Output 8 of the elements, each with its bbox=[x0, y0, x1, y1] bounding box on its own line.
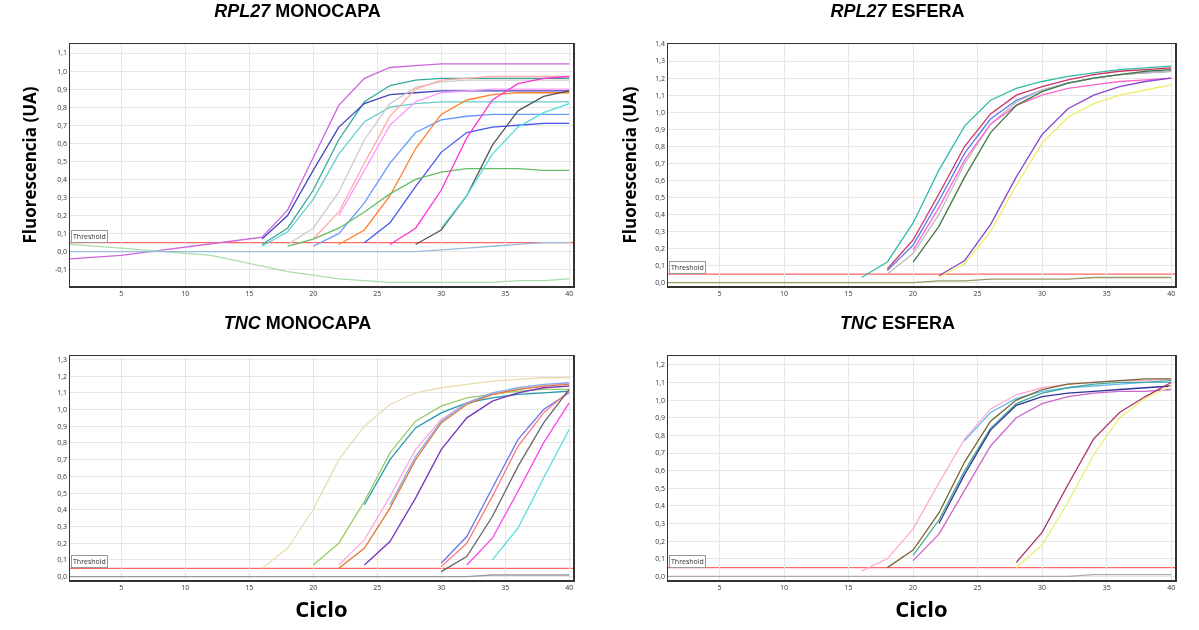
chart-title: RPL27 MONOCAPA bbox=[214, 1, 381, 22]
y-axis-title: Fluorescencia (UA) bbox=[618, 86, 642, 244]
y-axis-title: Fluorescencia (UA) bbox=[17, 86, 41, 244]
x-axis-title: Ciclo bbox=[895, 592, 948, 623]
chart-title: RPL27 ESFERA bbox=[830, 1, 965, 22]
x-axis-title: Ciclo bbox=[295, 592, 348, 623]
chart-title: TNC MONOCAPA bbox=[223, 313, 372, 334]
chart-title: TNC ESFERA bbox=[839, 313, 956, 334]
